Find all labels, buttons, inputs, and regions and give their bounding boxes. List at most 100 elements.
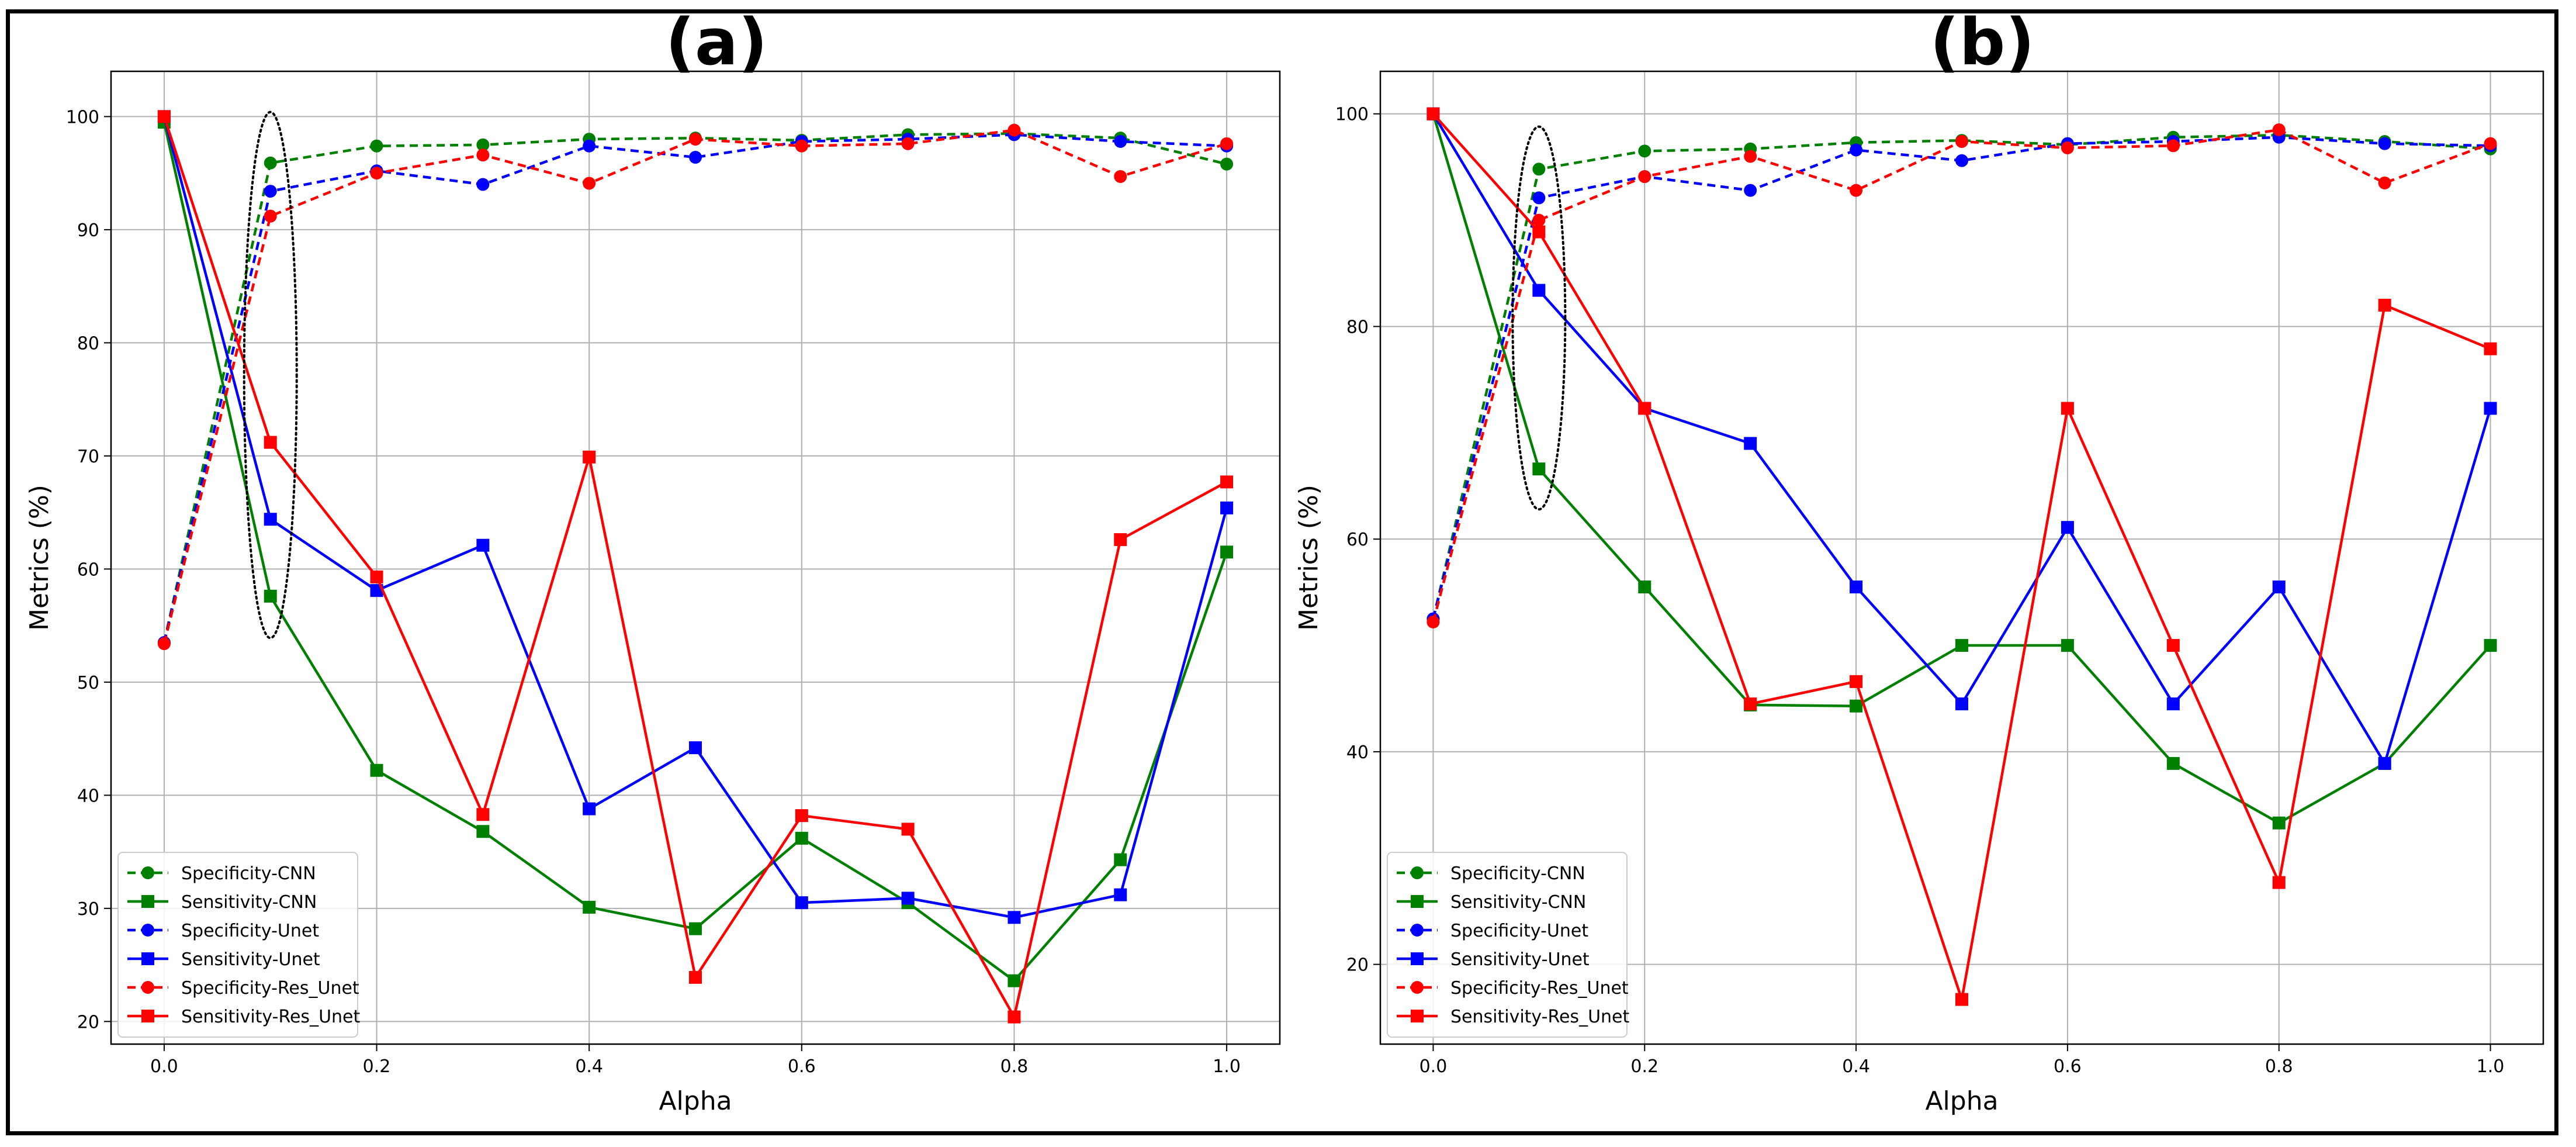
panel-b-point-sensitivity-cnn [1638, 581, 1651, 594]
panel-b-legend-marker-sensitivity-res-unet [1411, 1010, 1424, 1022]
panel-a-point-sensitivity-unet [901, 892, 915, 905]
panel-a-point-specificity-unet [583, 139, 596, 153]
panel-b-legend-marker-sensitivity-cnn [1411, 895, 1424, 908]
panel-a-point-specificity-unet [1114, 134, 1127, 148]
panel-a-point-sensitivity-res-unet [157, 110, 171, 123]
panel-a-y-tick-label: 80 [77, 333, 99, 354]
panel-b-point-sensitivity-res-unet [1955, 993, 1968, 1006]
panel-a-point-sensitivity-cnn [476, 825, 490, 838]
panel-b-x-tick-label: 0.4 [1842, 1056, 1870, 1077]
panel-a-point-specificity-cnn [476, 138, 490, 151]
panel-b-x-tick-label: 0.2 [1630, 1056, 1659, 1077]
panel-a-y-tick-label: 100 [66, 107, 99, 127]
panel-b-point-specificity-unet [1744, 184, 1757, 197]
panel-b-point-specificity-res-unet [1427, 616, 1440, 629]
panel-a-y-axis-label: Metrics (%) [25, 485, 54, 631]
panel-a-point-sensitivity-unet [689, 741, 702, 755]
panel-a-x-tick-label: 0.6 [788, 1056, 816, 1077]
panel-a-legend-marker-specificity-cnn [141, 866, 154, 879]
panel-a-legend-marker-specificity-unet [141, 924, 154, 937]
panel-b-point-sensitivity-cnn [2061, 639, 2074, 652]
panel-b-point-specificity-unet [2378, 137, 2391, 150]
panel-a-legend-label-sensitivity-cnn: Sensitivity-CNN [181, 892, 317, 913]
panel-b-y-tick-label: 60 [1346, 530, 1369, 550]
panel-b-point-sensitivity-res-unet [2378, 299, 2391, 312]
panel-a-point-specificity-res-unet [795, 139, 808, 153]
panel-a-x-tick-label: 0.8 [1000, 1056, 1029, 1077]
panel-a-point-sensitivity-cnn [1007, 974, 1021, 987]
panel-a-point-sensitivity-cnn [1114, 853, 1127, 866]
panel-a-point-sensitivity-res-unet [1114, 533, 1127, 547]
panel-b-point-specificity-res-unet [1955, 135, 1968, 148]
panel-b-axes-frame [1379, 70, 2544, 1045]
panel-a-legend-label-specificity-cnn: Specificity-CNN [181, 863, 316, 884]
panel-a-legend-label-sensitivity-res-unet: Sensitivity-Res_Unet [181, 1007, 360, 1027]
panel-a-legend-box [117, 852, 358, 1038]
panel-a-series-line-specificity-unet [162, 133, 1227, 643]
panel-b-x-axis-label: Alpha [1925, 1086, 1998, 1116]
panel-b-point-specificity-res-unet [2378, 176, 2391, 189]
panel-a-point-sensitivity-unet [583, 802, 596, 816]
panel-b-point-sensitivity-cnn [2166, 756, 2180, 770]
panel-b-point-specificity-res-unet [1532, 213, 1546, 227]
panel-a-point-sensitivity-res-unet [689, 970, 702, 984]
panel-a-y-tick-label: 30 [77, 899, 99, 920]
panel-b-point-sensitivity-res-unet [1850, 675, 1863, 688]
panel-b-y-axis-label: Metrics (%) [1294, 485, 1324, 631]
panel-b-point-specificity-res-unet [2166, 139, 2180, 153]
panel-a-legend-marker-specificity-res-unet [141, 981, 154, 994]
panel-b-dotted-ellipse-annotation [1511, 125, 1567, 511]
panel-b-point-sensitivity-res-unet [2166, 639, 2180, 652]
panel-b-point-sensitivity-unet [2166, 697, 2180, 711]
chart-panel-b: (b) 0.0 0.2 0.4 0.6 0.8 1.0 20 40 60 80 100 Alpha Met… [1294, 5, 2544, 1116]
panel-a-x-tick-label: 1.0 [1213, 1056, 1241, 1077]
panel-b-y-tick-label: 80 [1346, 317, 1369, 337]
panel-a-point-sensitivity-res-unet [264, 436, 277, 449]
panel-a-point-specificity-res-unet [1220, 137, 1234, 150]
panel-a-point-sensitivity-cnn [795, 831, 808, 845]
panel-a-point-sensitivity-unet [795, 896, 808, 910]
panel-a-point-specificity-unet [476, 178, 490, 191]
panel-a-point-sensitivity-res-unet [476, 808, 490, 821]
panel-a-x-axis-label: Alpha [659, 1086, 732, 1116]
panel-a-legend-label-sensitivity-unet: Sensitivity-Unet [181, 949, 320, 970]
panel-b-point-sensitivity-unet [1532, 284, 1546, 297]
panel-a-point-specificity-cnn [1220, 157, 1234, 171]
panel-b-point-specificity-cnn [1638, 144, 1651, 158]
panel-b-point-specificity-res-unet [1744, 150, 1757, 163]
panel-b-point-sensitivity-unet [2272, 581, 2286, 594]
panel-a-x-tick-label: 0.4 [575, 1056, 603, 1077]
panel-a-point-sensitivity-res-unet [1220, 475, 1234, 489]
panel-a-point-specificity-res-unet [476, 148, 490, 162]
panel-b-point-sensitivity-cnn [2484, 639, 2497, 652]
panel-a-point-sensitivity-res-unet [901, 823, 915, 836]
panel-a-point-sensitivity-cnn [1220, 545, 1234, 559]
panel-b-point-sensitivity-cnn [1850, 699, 1863, 713]
panel-a-point-sensitivity-res-unet [795, 809, 808, 823]
panel-b-legend-label-sensitivity-res-unet: Sensitivity-Res_Unet [1450, 1007, 1629, 1027]
panel-b-point-sensitivity-unet [2061, 521, 2074, 534]
panel-b-legend-label-specificity-unet: Specificity-Unet [1450, 921, 1588, 941]
panel-b-point-sensitivity-unet [2378, 756, 2391, 770]
panel-b-legend-marker-specificity-res-unet [1411, 981, 1424, 994]
panel-a-point-specificity-res-unet [264, 209, 277, 223]
panel-b-point-sensitivity-unet [1744, 437, 1757, 450]
chart-panel-a: (a) 0.0 0.2 0.4 0.6 0.8 1.0 20 30 40 50 60 70 80 90 100… [25, 5, 1281, 1116]
panel-a-point-sensitivity-cnn [583, 900, 596, 914]
panel-b-point-specificity-res-unet [1638, 170, 1651, 184]
panel-a-y-tick-label: 70 [77, 447, 99, 467]
panel-b-legend-box [1387, 852, 1628, 1038]
panel-a-point-specificity-res-unet [1007, 123, 1021, 137]
panel-b-y-tick-label: 40 [1346, 742, 1369, 763]
panel-b-point-specificity-unet [1955, 154, 1968, 167]
panel-b-legend-marker-specificity-unet [1411, 924, 1424, 937]
panel-b-y-tick-label: 100 [1335, 105, 1369, 125]
panel-b-point-sensitivity-cnn [2272, 816, 2286, 830]
panel-b-point-specificity-unet [1532, 191, 1546, 205]
panel-a-point-specificity-cnn [370, 139, 383, 153]
panel-b-point-sensitivity-unet [2484, 402, 2497, 415]
panel-b-point-sensitivity-res-unet [1532, 225, 1546, 239]
figure-border [6, 9, 2558, 1135]
panel-b-point-specificity-cnn [1532, 163, 1546, 176]
panel-a-point-sensitivity-res-unet [1007, 1010, 1021, 1024]
